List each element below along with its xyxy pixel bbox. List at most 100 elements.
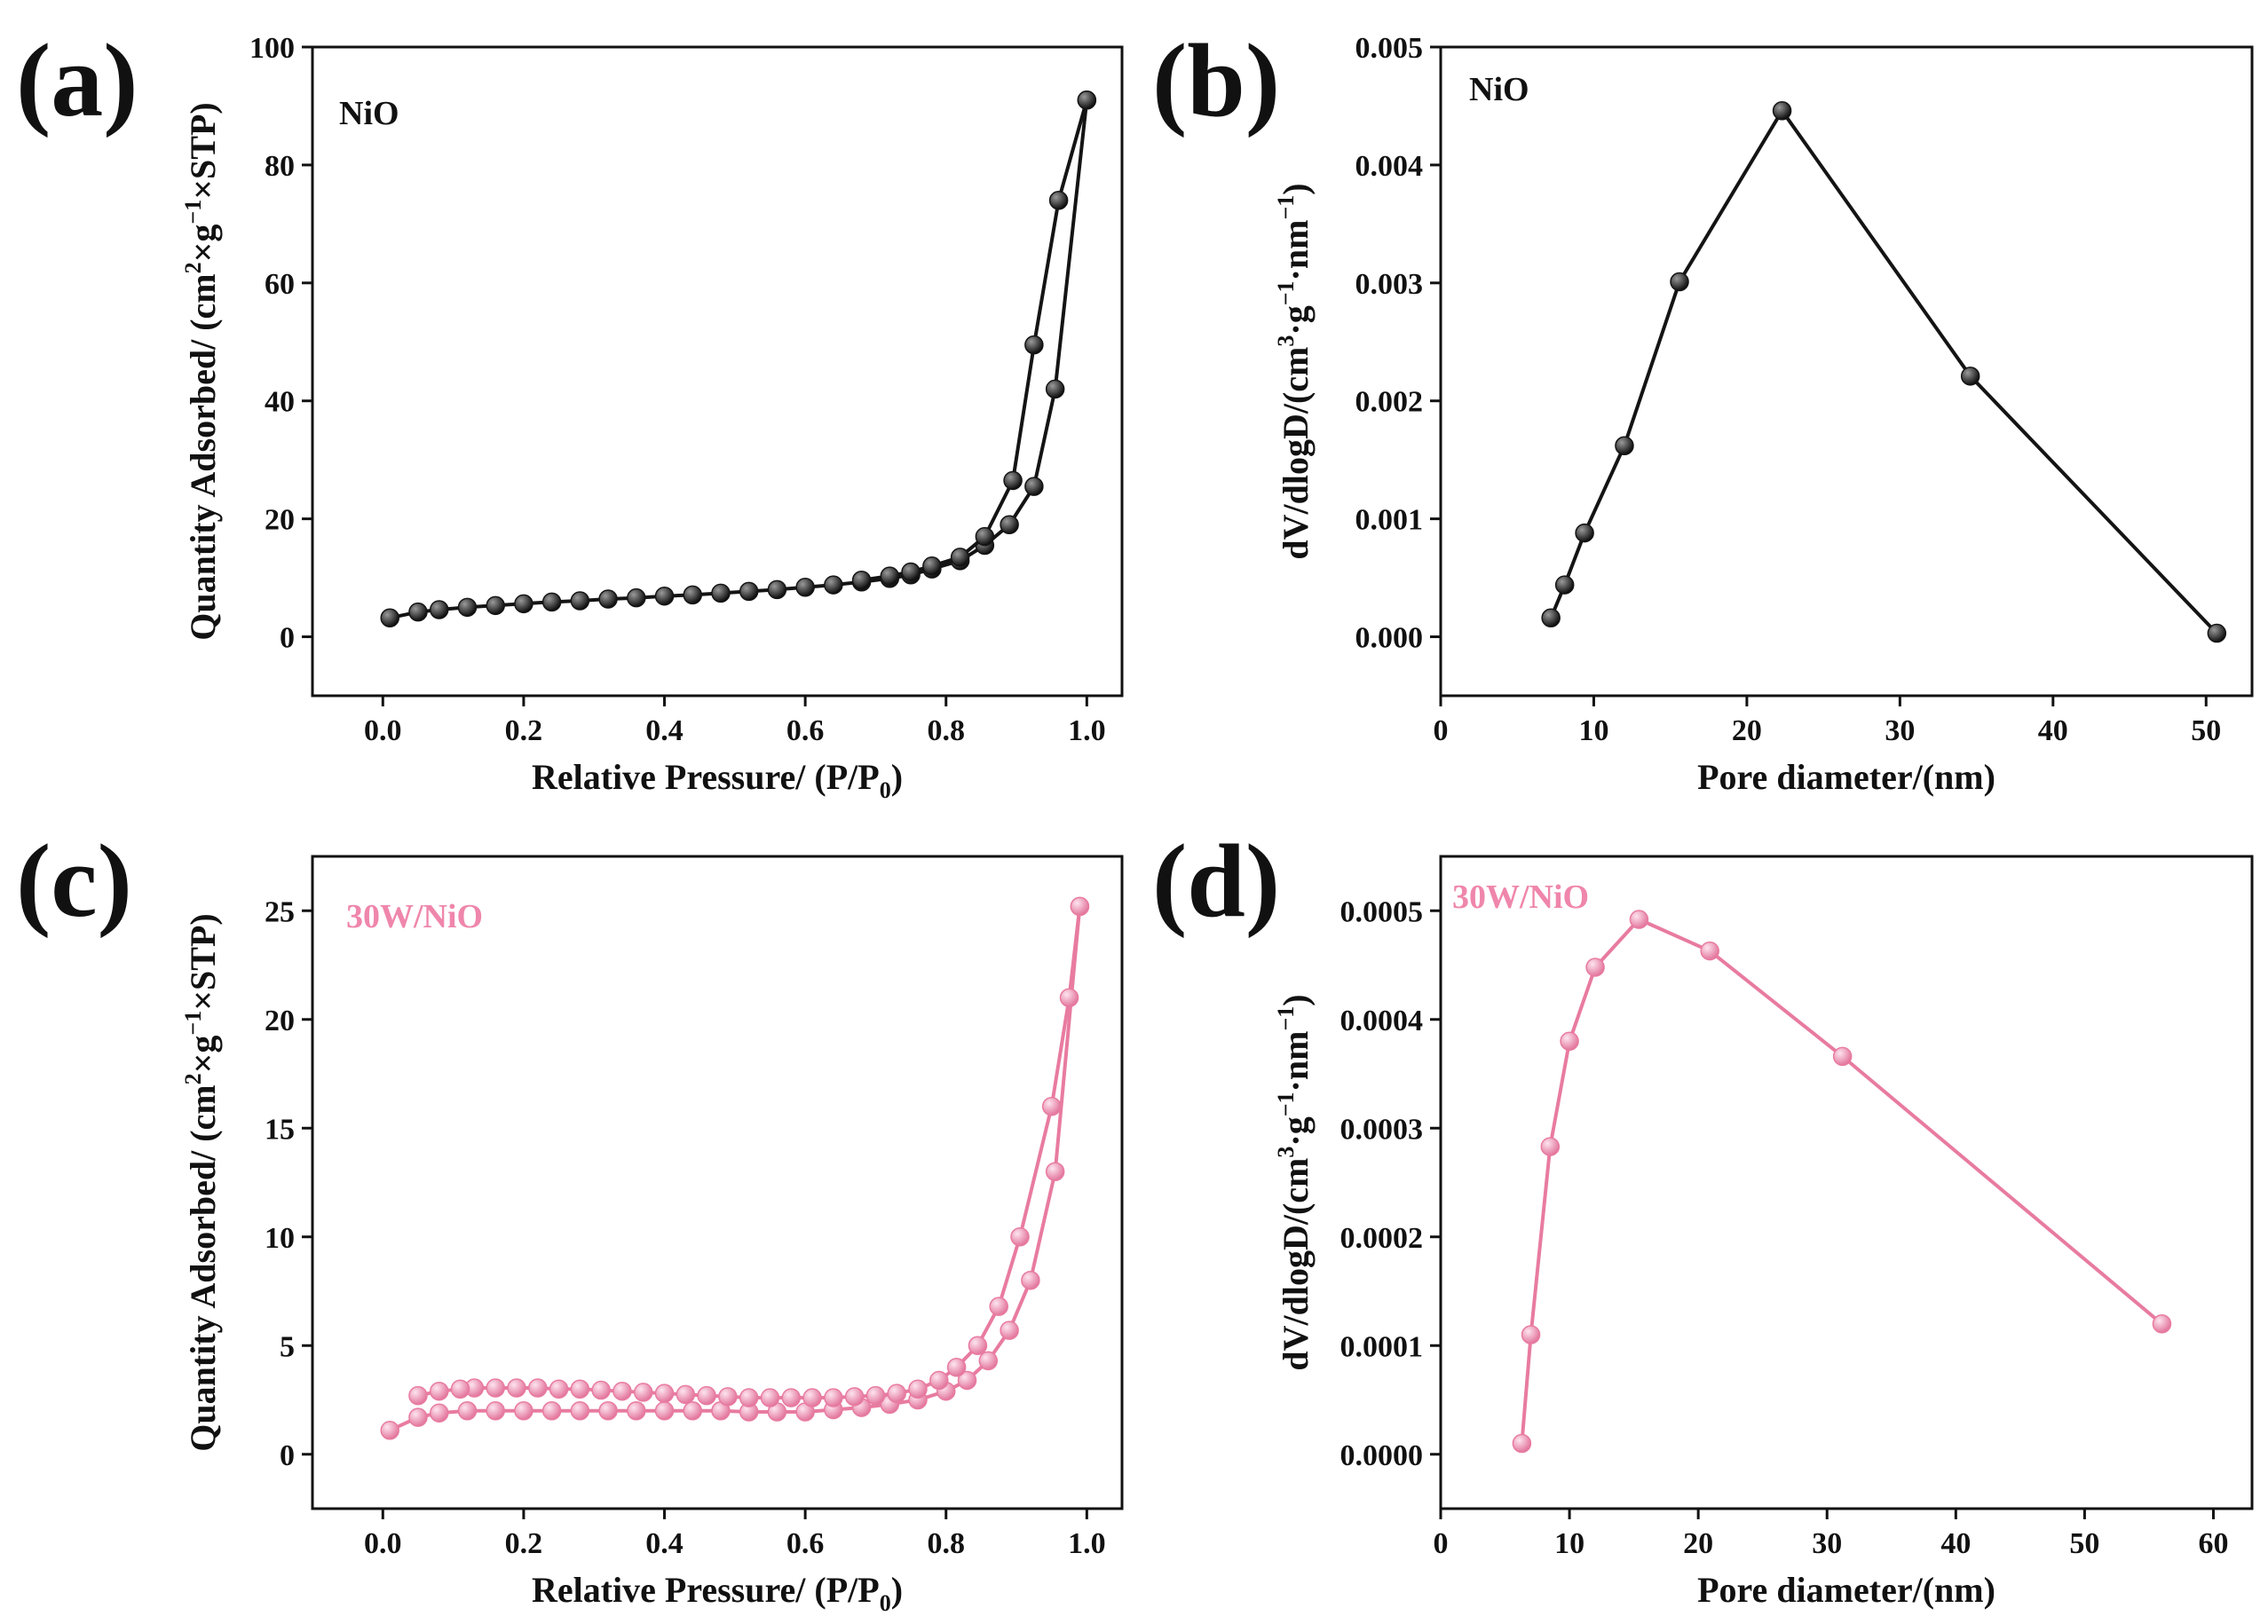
panel-letter: (b) — [1152, 22, 1280, 138]
data-point — [887, 1384, 906, 1403]
x-tick-label: 0.8 — [927, 1527, 965, 1560]
sample-label: NiO — [1469, 71, 1529, 108]
panel-b: (b) NiO 0 10 20 30 40 50 0.000 0.001 0.002 0.003 0.0… — [1152, 22, 2254, 797]
data-point — [1575, 523, 1594, 543]
data-point — [760, 1388, 780, 1407]
plot-frame — [311, 45, 1124, 698]
data-point — [1560, 1031, 1579, 1051]
data-point — [676, 1384, 696, 1405]
data-point — [957, 1370, 977, 1391]
y-axis-title: dV/dlogD/(cm3·g−1·nm−1) — [1273, 994, 1316, 1370]
x-tick-label: 0.4 — [645, 714, 684, 747]
sample-label: 30W/NiO — [1452, 879, 1589, 916]
data-point — [1554, 575, 1575, 595]
data-point — [1003, 470, 1023, 491]
sample-label: 30W/NiO — [346, 898, 483, 935]
x-tick-label: 20 — [1683, 1527, 1713, 1560]
data-point — [975, 526, 995, 547]
series-line-30W/NiO — [1520, 918, 2163, 1444]
x-tick-label: 20 — [1732, 714, 1762, 747]
data-point — [989, 1297, 1008, 1316]
data-point — [824, 575, 843, 595]
x-tick-label: 10 — [1554, 1527, 1584, 1560]
x-tick-label: 40 — [2038, 714, 2068, 747]
data-point — [844, 1387, 865, 1407]
data-point — [922, 556, 942, 576]
data-point — [739, 581, 759, 602]
y-axis-title: Quantity Adsorbed/ (cm2×g−1×STP) — [180, 913, 223, 1451]
data-point — [507, 1378, 526, 1398]
data-point — [1670, 272, 1689, 292]
y-tick-label: 0.0001 — [1340, 1330, 1424, 1363]
y-tick-label: 0.004 — [1355, 150, 1424, 183]
x-tick-label: 50 — [2191, 714, 2221, 747]
data-point — [1070, 896, 1090, 917]
data-point — [1700, 941, 1719, 961]
data-point — [429, 1403, 449, 1423]
panel-letter: (c) — [16, 823, 132, 939]
y-tick-label: 5 — [280, 1330, 295, 1363]
data-point — [598, 1401, 618, 1421]
data-point — [1041, 1097, 1062, 1116]
data-point — [598, 589, 618, 609]
data-point — [1629, 910, 1649, 929]
data-point — [570, 1401, 590, 1421]
data-point — [486, 1378, 505, 1398]
x-tick-label: 0.2 — [505, 714, 543, 747]
y-axis-title: Quantity Adsorbed/ (cm2×g−1×STP) — [180, 102, 223, 640]
x-tick-label: 0.4 — [645, 1527, 684, 1560]
data-point — [1585, 958, 1605, 977]
data-point — [978, 1351, 999, 1371]
x-tick-label: 30 — [1812, 1527, 1842, 1560]
y-tick-label: 0.005 — [1355, 32, 1424, 65]
data-point — [450, 1379, 470, 1399]
x-tick-label: 0.2 — [505, 1527, 543, 1560]
data-point — [457, 597, 478, 618]
data-point — [1048, 191, 1069, 210]
y-tick-label: 80 — [265, 150, 295, 183]
data-point — [1021, 1271, 1040, 1290]
data-point — [486, 1401, 505, 1421]
x-tick-label: 60 — [2198, 1527, 2228, 1560]
data-point — [851, 570, 872, 590]
data-point — [514, 594, 533, 614]
x-tick-label: 0.0 — [364, 1527, 402, 1560]
data-point — [1960, 367, 1980, 386]
data-point — [968, 1336, 988, 1355]
data-point — [767, 579, 787, 600]
y-tick-label: 0 — [280, 1439, 295, 1472]
data-point — [1772, 101, 1792, 121]
y-tick-label: 20 — [265, 1005, 295, 1037]
data-point — [824, 1388, 843, 1407]
data-point — [380, 1421, 399, 1440]
x-tick-label: 0.6 — [786, 714, 825, 747]
y-tick-label: 100 — [249, 32, 295, 65]
x-axis-title: Pore diameter/(nm) — [1697, 757, 1995, 797]
data-point — [1000, 515, 1019, 535]
panel-letter: (a) — [16, 22, 138, 138]
y-tick-label: 0.003 — [1355, 268, 1424, 301]
data-point — [683, 585, 702, 605]
data-point — [549, 1379, 569, 1399]
x-axis-title: Relative Pressure/ (P/P0) — [532, 757, 903, 803]
data-point — [570, 1379, 590, 1399]
data-point — [1059, 988, 1079, 1007]
data-point — [514, 1401, 533, 1421]
data-point — [880, 566, 900, 586]
plot-frame — [311, 855, 1124, 1510]
data-point — [1024, 477, 1044, 496]
panel-c: (c) 30W/NiO 0.0 0.2 0.4 0.6 0.8 1.0 0 5 10 15 20 25 Re… — [16, 823, 1124, 1616]
data-point — [570, 591, 590, 611]
y-tick-label: 0.0004 — [1340, 1005, 1424, 1037]
series-line-desorption — [417, 906, 1082, 1399]
y-tick-label: 0.0002 — [1340, 1222, 1424, 1255]
data-point — [408, 602, 428, 622]
y-tick-label: 40 — [265, 386, 295, 419]
y-tick-label: 60 — [265, 268, 295, 301]
data-point — [429, 600, 449, 619]
x-tick-label: 0 — [1434, 1527, 1449, 1560]
data-point — [633, 1383, 653, 1402]
panel-letter: (d) — [1152, 823, 1280, 939]
data-point — [457, 1401, 478, 1421]
data-point — [612, 1381, 632, 1401]
